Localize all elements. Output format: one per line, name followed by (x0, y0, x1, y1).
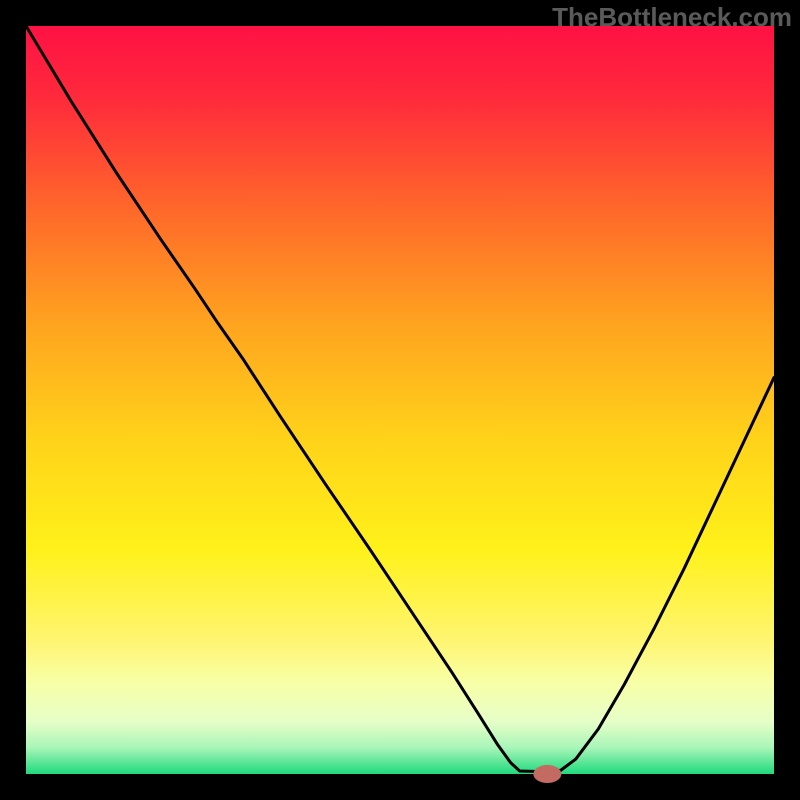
attribution-text: TheBottleneck.com (552, 2, 792, 33)
plot-area (26, 26, 774, 774)
chart-svg (0, 0, 800, 800)
bottleneck-chart: TheBottleneck.com (0, 0, 800, 800)
optimal-marker (533, 765, 561, 783)
